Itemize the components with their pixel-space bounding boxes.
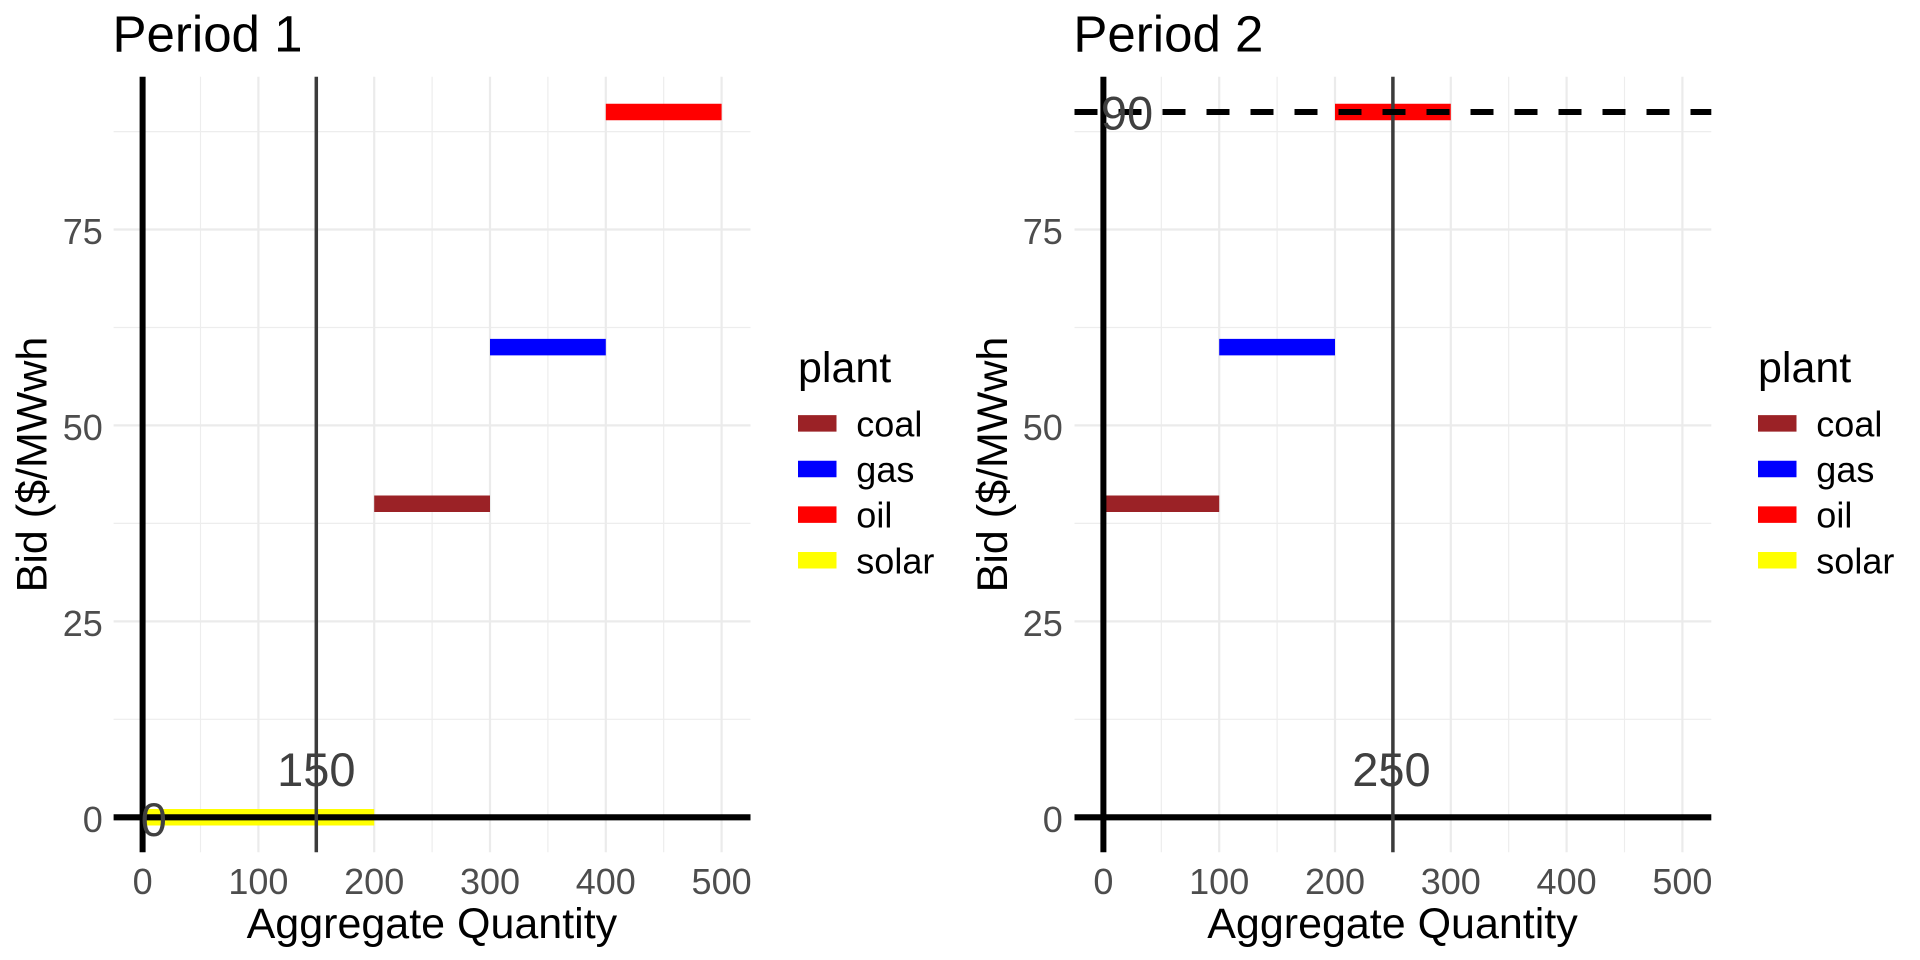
svg-text:75: 75 (63, 211, 103, 252)
svg-text:250: 250 (1352, 743, 1430, 796)
svg-text:0: 0 (1093, 861, 1113, 902)
svg-text:Aggregate Quantity: Aggregate Quantity (1207, 900, 1578, 948)
svg-text:plant: plant (798, 344, 891, 392)
svg-text:100: 100 (1189, 861, 1249, 902)
svg-text:400: 400 (576, 861, 636, 902)
svg-text:Bid ($/MWwh: Bid ($/MWwh (9, 337, 57, 593)
svg-text:300: 300 (1421, 861, 1481, 902)
svg-text:90: 90 (1101, 87, 1153, 140)
svg-text:0: 0 (83, 799, 103, 840)
svg-text:oil: oil (1816, 495, 1852, 536)
svg-text:0: 0 (1043, 799, 1063, 840)
svg-text:plant: plant (1758, 344, 1851, 392)
svg-text:100: 100 (228, 861, 288, 902)
svg-text:0: 0 (141, 793, 167, 846)
svg-text:400: 400 (1537, 861, 1597, 902)
svg-text:Period 2: Period 2 (1073, 6, 1263, 63)
svg-text:300: 300 (460, 861, 520, 902)
svg-text:25: 25 (1023, 603, 1063, 644)
svg-text:0: 0 (133, 861, 153, 902)
svg-text:500: 500 (692, 861, 752, 902)
svg-text:solar: solar (1816, 540, 1894, 581)
svg-text:Aggregate Quantity: Aggregate Quantity (247, 900, 618, 948)
svg-text:Period 1: Period 1 (113, 6, 303, 63)
svg-text:150: 150 (277, 743, 355, 796)
svg-text:200: 200 (1305, 861, 1365, 902)
svg-text:200: 200 (344, 861, 404, 902)
svg-text:gas: gas (1816, 449, 1874, 490)
svg-text:solar: solar (856, 540, 934, 581)
svg-text:coal: coal (1816, 404, 1882, 445)
svg-text:75: 75 (1023, 211, 1063, 252)
svg-text:25: 25 (63, 603, 103, 644)
svg-text:50: 50 (1023, 407, 1063, 448)
svg-text:500: 500 (1652, 861, 1712, 902)
svg-text:Bid ($/MWwh: Bid ($/MWwh (969, 337, 1017, 593)
svg-text:coal: coal (856, 404, 922, 445)
svg-text:gas: gas (856, 449, 914, 490)
svg-text:oil: oil (856, 495, 892, 536)
svg-text:50: 50 (63, 407, 103, 448)
